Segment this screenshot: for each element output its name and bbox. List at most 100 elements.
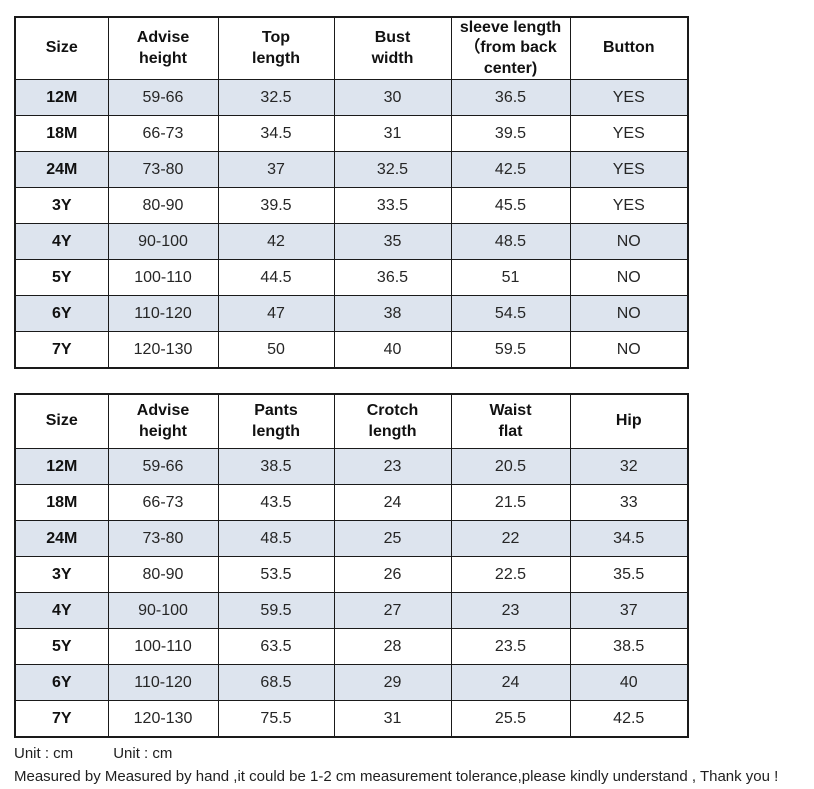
size-cell: 4Y bbox=[14, 592, 109, 630]
header-advise-height: Advise height bbox=[107, 16, 219, 81]
bottom-size-chart-table: Size Advise height Pants length Crotch l… bbox=[14, 392, 689, 738]
table-row: 24M 73-80 37 32.5 42.5 YES bbox=[14, 151, 689, 189]
size-cell: 24M bbox=[14, 151, 109, 189]
value-cell: 37 bbox=[217, 151, 335, 189]
table-row: 18M 66-73 43.5 24 21.5 33 bbox=[14, 484, 689, 522]
value-cell: 80-90 bbox=[107, 556, 219, 594]
table-row: 7Y 120-130 50 40 59.5 NO bbox=[14, 331, 689, 369]
value-cell: YES bbox=[569, 187, 689, 225]
value-cell: 48.5 bbox=[450, 223, 571, 261]
value-cell: 30 bbox=[333, 79, 452, 117]
value-cell: 47 bbox=[217, 295, 335, 333]
header-row: Size Advise height Top length Bust width… bbox=[14, 16, 689, 81]
unit-label: Unit : cm bbox=[113, 744, 173, 762]
value-cell: 22 bbox=[450, 520, 571, 558]
unit-label: Unit : cm bbox=[14, 744, 74, 762]
value-cell: 50 bbox=[217, 331, 335, 369]
header-sleeve-length: sleeve length （from back center) bbox=[450, 16, 571, 81]
table-row: 12M 59-66 38.5 23 20.5 32 bbox=[14, 448, 689, 486]
value-cell: 63.5 bbox=[217, 628, 335, 666]
bottom-table-header: Size Advise height Pants length Crotch l… bbox=[14, 393, 689, 450]
size-cell: 18M bbox=[14, 115, 109, 153]
value-cell: 110-120 bbox=[107, 295, 219, 333]
value-cell: 59-66 bbox=[107, 79, 219, 117]
value-cell: 28 bbox=[333, 628, 452, 666]
table-row: 5Y 100-110 44.5 36.5 51 NO bbox=[14, 259, 689, 297]
header-top-length: Top length bbox=[217, 16, 335, 81]
value-cell: 23 bbox=[450, 592, 571, 630]
bottom-table-body: 12M 59-66 38.5 23 20.5 32 18M 66-73 43.5 24 21.5 33… bbox=[14, 448, 689, 738]
table-row: 18M 66-73 34.5 31 39.5 YES bbox=[14, 115, 689, 153]
value-cell: 36.5 bbox=[450, 79, 571, 117]
value-cell: 42.5 bbox=[450, 151, 571, 189]
value-cell: 32.5 bbox=[217, 79, 335, 117]
table-row: 5Y 100-110 63.5 28 23.5 38.5 bbox=[14, 628, 689, 666]
size-cell: 7Y bbox=[14, 331, 109, 369]
table-row: 6Y 110-120 47 38 54.5 NO bbox=[14, 295, 689, 333]
value-cell: 45.5 bbox=[450, 187, 571, 225]
unit-labels: Unit : cm Unit : cm bbox=[14, 745, 814, 763]
value-cell: NO bbox=[569, 223, 689, 261]
value-cell: 38 bbox=[333, 295, 452, 333]
value-cell: 66-73 bbox=[107, 484, 219, 522]
table-row: 24M 73-80 48.5 25 22 34.5 bbox=[14, 520, 689, 558]
table-row: 6Y 110-120 68.5 29 24 40 bbox=[14, 664, 689, 702]
value-cell: 39.5 bbox=[450, 115, 571, 153]
size-cell: 4Y bbox=[14, 223, 109, 261]
value-cell: 68.5 bbox=[217, 664, 335, 702]
value-cell: 33 bbox=[569, 484, 689, 522]
value-cell: 29 bbox=[333, 664, 452, 702]
header-size: Size bbox=[14, 393, 109, 450]
value-cell: 35.5 bbox=[569, 556, 689, 594]
value-cell: 120-130 bbox=[107, 331, 219, 369]
header-hip: Hip bbox=[569, 393, 689, 450]
value-cell: NO bbox=[569, 259, 689, 297]
value-cell: 51 bbox=[450, 259, 571, 297]
header-size: Size bbox=[14, 16, 109, 81]
value-cell: 34.5 bbox=[217, 115, 335, 153]
value-cell: 59.5 bbox=[450, 331, 571, 369]
size-cell: 24M bbox=[14, 520, 109, 558]
value-cell: 54.5 bbox=[450, 295, 571, 333]
measurement-tolerance-note: Measured by Measured by hand ,it could b… bbox=[14, 767, 779, 785]
value-cell: 24 bbox=[450, 664, 571, 702]
value-cell: 32 bbox=[569, 448, 689, 486]
value-cell: 22.5 bbox=[450, 556, 571, 594]
value-cell: YES bbox=[569, 151, 689, 189]
table-row: 12M 59-66 32.5 30 36.5 YES bbox=[14, 79, 689, 117]
header-pants-length: Pants length bbox=[217, 393, 335, 450]
value-cell: 48.5 bbox=[217, 520, 335, 558]
value-cell: 38.5 bbox=[217, 448, 335, 486]
value-cell: 25 bbox=[333, 520, 452, 558]
value-cell: 38.5 bbox=[569, 628, 689, 666]
value-cell: 23 bbox=[333, 448, 452, 486]
value-cell: 40 bbox=[569, 664, 689, 702]
value-cell: 73-80 bbox=[107, 151, 219, 189]
value-cell: 75.5 bbox=[217, 700, 335, 738]
value-cell: 27 bbox=[333, 592, 452, 630]
value-cell: 24 bbox=[333, 484, 452, 522]
top-table-body: 12M 59-66 32.5 30 36.5 YES 18M 66-73 34.5 31 39.5 Y… bbox=[14, 79, 689, 369]
value-cell: 44.5 bbox=[217, 259, 335, 297]
value-cell: YES bbox=[569, 79, 689, 117]
value-cell: 21.5 bbox=[450, 484, 571, 522]
value-cell: 100-110 bbox=[107, 628, 219, 666]
value-cell: 32.5 bbox=[333, 151, 452, 189]
value-cell: 90-100 bbox=[107, 223, 219, 261]
value-cell: 20.5 bbox=[450, 448, 571, 486]
header-row: Size Advise height Pants length Crotch l… bbox=[14, 393, 689, 450]
value-cell: YES bbox=[569, 115, 689, 153]
value-cell: 53.5 bbox=[217, 556, 335, 594]
value-cell: 66-73 bbox=[107, 115, 219, 153]
value-cell: 33.5 bbox=[333, 187, 452, 225]
value-cell: 110-120 bbox=[107, 664, 219, 702]
value-cell: 39.5 bbox=[217, 187, 335, 225]
value-cell: 35 bbox=[333, 223, 452, 261]
table-row: 4Y 90-100 59.5 27 23 37 bbox=[14, 592, 689, 630]
size-cell: 5Y bbox=[14, 628, 109, 666]
size-cell: 12M bbox=[14, 79, 109, 117]
header-waist-flat: Waist flat bbox=[450, 393, 571, 450]
value-cell: 100-110 bbox=[107, 259, 219, 297]
size-cell: 18M bbox=[14, 484, 109, 522]
